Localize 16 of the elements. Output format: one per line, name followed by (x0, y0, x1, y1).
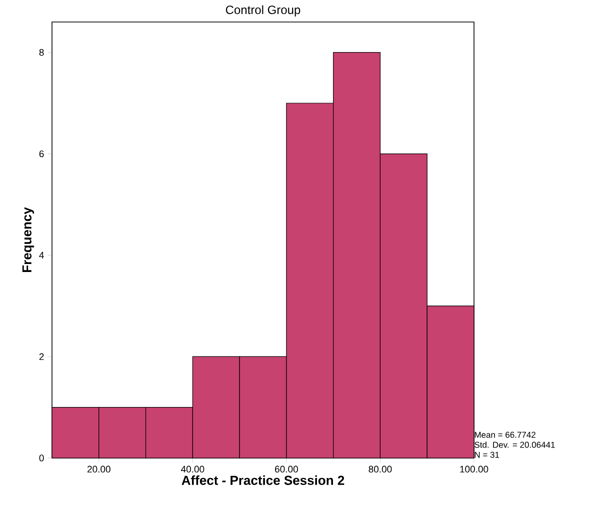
x-axis-title: Affect - Practice Session 2 (182, 475, 344, 485)
text: N = 31 (474, 452, 500, 458)
text: Mean = 66.7742 (474, 432, 536, 438)
x-tick-label: 80.00 (368, 466, 392, 473)
y-tick-label: 0 (39, 454, 44, 462)
x-tick-label: 40.00 (181, 466, 204, 473)
y-tick-label: 8 (39, 49, 44, 56)
y-axis-title: Frequency (22, 207, 34, 272)
x-tick-label: 60.00 (275, 466, 298, 473)
y-tick-label: 6 (39, 150, 44, 158)
y-tick-label: 2 (39, 353, 44, 360)
chart-title: Control Group (226, 5, 300, 16)
x-tick-label: 100.00 (460, 466, 488, 473)
x-tick-label: 20.00 (87, 466, 110, 473)
text: Std. Dev. = 20.06441 (474, 442, 555, 448)
y-tick-label: 4 (39, 252, 44, 258)
